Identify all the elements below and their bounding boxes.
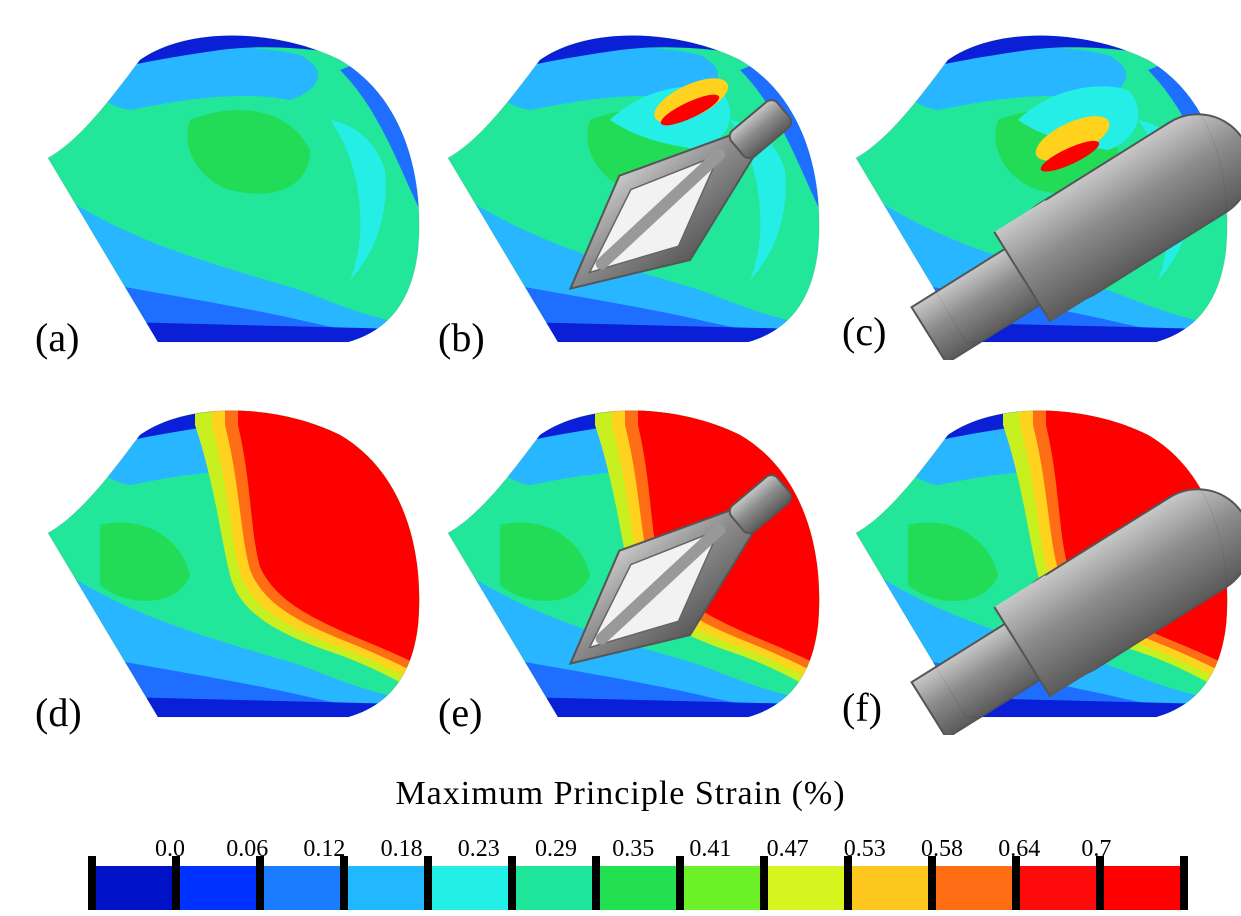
colorbar-tick — [676, 856, 684, 910]
colorbar-segment — [848, 866, 932, 910]
legend-title: Maximum Principle Strain (%) — [395, 775, 846, 812]
colorbar-tick — [760, 856, 768, 910]
colorbar-tick — [928, 856, 936, 910]
cage-implant — [568, 474, 793, 665]
panel-label-e: (e) — [438, 690, 483, 735]
colorbar-segment — [428, 866, 512, 910]
colorbar-tick — [844, 856, 852, 910]
legend-tick-label: 0.41 — [689, 836, 732, 862]
panel-label-a: (a) — [35, 315, 80, 360]
colorbar-tick — [1012, 856, 1020, 910]
panel-a-contour — [47, 35, 420, 343]
legend-tick-label: 0.0 — [155, 836, 185, 862]
legend-tick-label: 0.29 — [535, 836, 577, 862]
colorbar-tick — [1096, 856, 1104, 910]
panel-d-contour — [47, 410, 420, 718]
panel-f-contour — [855, 410, 1241, 735]
legend-tick-label: 0.12 — [303, 836, 346, 862]
rod-implant — [910, 488, 1241, 735]
panel-b-contour — [447, 35, 820, 343]
strain-field — [48, 410, 420, 717]
colorbar-segment — [764, 866, 848, 910]
colorbar-segment — [680, 866, 764, 910]
colorbar-segment — [512, 866, 596, 910]
panel-label-b: (b) — [438, 315, 485, 360]
colorbar-segment — [176, 866, 260, 910]
panel-label-c: (c) — [842, 309, 887, 354]
colorbar-tick — [508, 856, 516, 910]
panel-e-contour — [447, 410, 820, 718]
colorbar-tick — [592, 856, 600, 910]
colorbar-tick — [1180, 856, 1188, 910]
strain-colorbar — [88, 856, 1188, 910]
colorbar-segment — [92, 866, 176, 910]
legend-tick-label: 0.18 — [380, 836, 423, 862]
cage-implant — [568, 99, 793, 290]
panel-label-f: (f) — [842, 685, 882, 730]
colorbar-tick — [340, 856, 348, 910]
colorbar-segment — [932, 866, 1016, 910]
colorbar-segment — [1100, 866, 1184, 910]
colorbar-segment — [1016, 866, 1100, 910]
legend-tick-label: 0.47 — [766, 836, 809, 862]
legend-tick-label: 0.35 — [612, 836, 655, 862]
legend-tick-label: 0.23 — [457, 836, 500, 862]
colorbar-tick — [172, 856, 180, 910]
colorbar-tick — [88, 856, 96, 910]
colorbar-tick — [256, 856, 264, 910]
strain-field — [48, 35, 420, 342]
colorbar-segment — [260, 866, 344, 910]
colorbar-segment — [344, 866, 428, 910]
colorbar-tick — [424, 856, 432, 910]
rod-implant — [910, 113, 1241, 360]
colorbar-segment — [596, 866, 680, 910]
panel-label-d: (d) — [35, 690, 82, 735]
panel-c-contour — [855, 35, 1241, 360]
